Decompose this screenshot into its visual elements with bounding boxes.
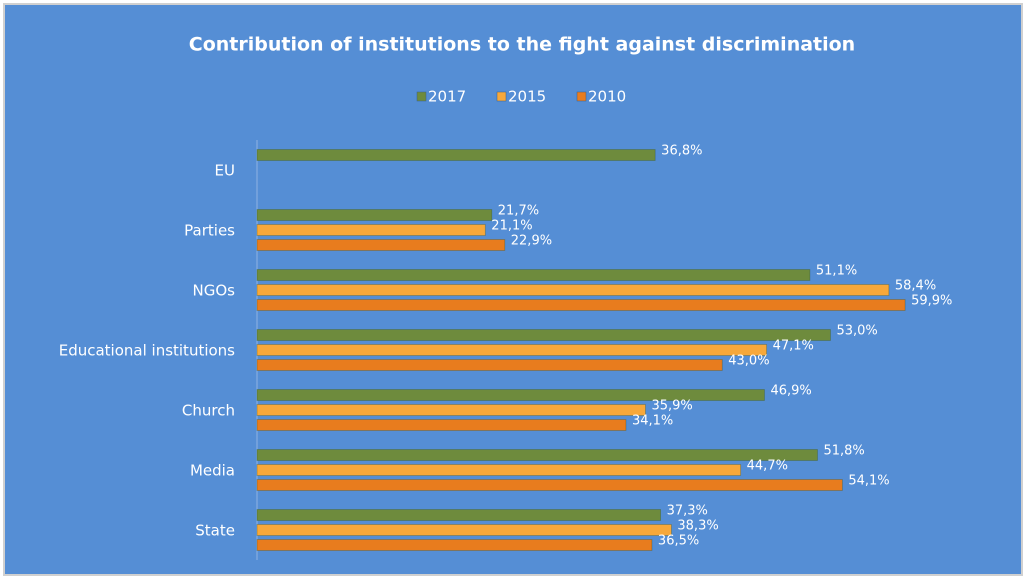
data-label: 58,4% [895, 279, 936, 294]
data-label: 43,0% [728, 354, 769, 369]
data-label: 54,1% [848, 474, 889, 489]
bar [256, 239, 506, 251]
legend-label: 2017 [428, 88, 466, 106]
data-label: 53,0% [836, 324, 877, 339]
bar [256, 149, 656, 161]
bar [256, 404, 646, 416]
data-label: 44,7% [747, 459, 788, 474]
data-label: 51,8% [823, 444, 864, 459]
data-label: 37,3% [667, 504, 708, 519]
category-label: Media [190, 462, 235, 480]
category-label: Parties [184, 222, 235, 240]
bar [256, 209, 493, 221]
data-label: 35,9% [651, 399, 692, 414]
bar [256, 539, 653, 551]
legend-label: 2015 [508, 88, 546, 106]
data-label: 21,1% [491, 219, 532, 234]
bar [256, 224, 486, 236]
bar [256, 419, 627, 431]
category-label: EU [215, 162, 235, 180]
bar [256, 524, 672, 536]
data-label: 51,1% [816, 264, 857, 279]
data-label: 22,9% [511, 234, 552, 249]
data-label: 47,1% [773, 339, 814, 354]
legend-label: 2010 [588, 88, 626, 106]
bar [256, 479, 843, 491]
bar [256, 509, 661, 521]
data-label: 38,3% [677, 519, 718, 534]
data-label: 59,9% [911, 294, 952, 309]
category-label: NGOs [193, 282, 236, 300]
data-label: 36,8% [661, 144, 702, 159]
data-label: 21,7% [498, 204, 539, 219]
bar [256, 299, 906, 311]
data-label: 46,9% [770, 384, 811, 399]
bar [256, 389, 765, 401]
bar [256, 269, 811, 281]
bar [256, 449, 818, 461]
bar [256, 464, 742, 476]
category-label: State [195, 522, 235, 540]
category-label: Church [182, 402, 235, 420]
legend-swatch [496, 91, 507, 102]
bar [256, 284, 890, 296]
category-label: Educational institutions [59, 342, 235, 360]
chart-title: Contribution of institutions to the figh… [189, 34, 855, 56]
legend-swatch [416, 91, 427, 102]
data-label: 36,5% [658, 534, 699, 549]
bar [256, 329, 831, 341]
bar [256, 359, 723, 371]
bar [256, 344, 768, 356]
data-label: 34,1% [632, 414, 673, 429]
legend-swatch [576, 91, 587, 102]
